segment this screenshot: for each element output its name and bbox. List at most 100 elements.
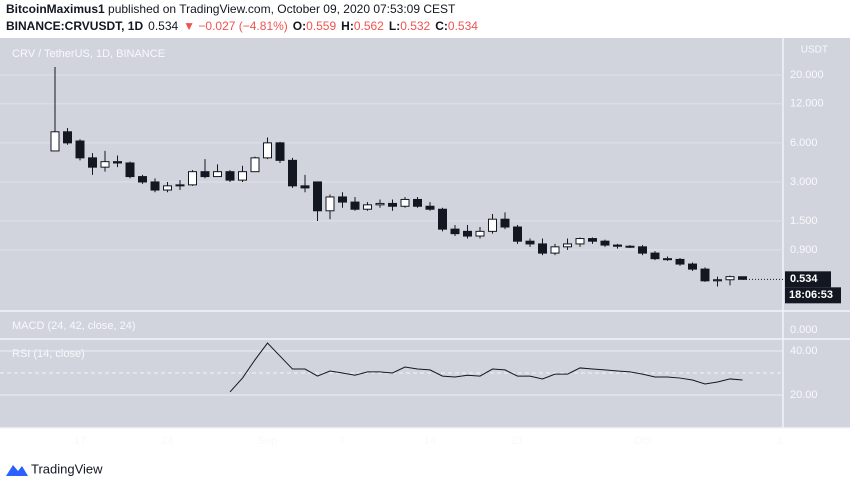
candle-body (150, 181, 160, 191)
candle-body (225, 171, 235, 181)
x-tick-label: 17 (74, 435, 86, 447)
x-tick-label: 14 (424, 435, 436, 447)
candle-body (125, 162, 135, 178)
candle-body (263, 142, 272, 159)
candle-body (738, 276, 747, 280)
candle-body (575, 238, 585, 245)
candle-body (113, 161, 122, 164)
ohlc-label: O: (293, 19, 306, 33)
candle-body (500, 218, 510, 228)
x-tick-label: 7 (339, 435, 345, 447)
candle-body (50, 131, 60, 152)
indicator-title: RSI (14, close) (12, 348, 85, 360)
candle-body (100, 161, 110, 168)
x-tick-label: 1 (777, 435, 783, 447)
candle-body (725, 276, 735, 281)
y-tick-label: 40.00 (790, 345, 818, 357)
author: BitcoinMaximus1 (6, 2, 105, 16)
candle-body (175, 184, 185, 187)
y-tick-label: 0.000 (790, 324, 818, 336)
candle-body (238, 171, 247, 181)
chart-background (0, 38, 850, 428)
x-tick-label: Oct (634, 435, 651, 447)
candle-body (525, 240, 535, 245)
candle-body (250, 157, 260, 173)
candle-body (550, 246, 560, 254)
header-line: BitcoinMaximus1 published on TradingView… (6, 2, 456, 16)
ohlc-label: L: (389, 19, 400, 33)
last-price-label: 0.534 (790, 273, 818, 285)
y-tick-label: 0.900 (790, 244, 818, 256)
candle-body (638, 246, 647, 254)
candle-body (563, 243, 572, 248)
candle-body (613, 244, 622, 247)
candle-body (538, 243, 547, 254)
candle-body (413, 198, 422, 207)
candle-body (400, 198, 410, 207)
published: published on TradingView.com, October 09… (105, 2, 456, 16)
candle-body (438, 208, 447, 230)
candle-body (213, 171, 222, 178)
rsi-line (229, 342, 743, 393)
brand: TradingView (31, 461, 103, 476)
candle-body (488, 218, 497, 232)
candle-body (288, 159, 297, 187)
ohlc-value: 0.562 (354, 19, 384, 33)
candle-body (388, 202, 397, 207)
indicator-title: MACD (24, 42, close, 24) (12, 320, 136, 332)
candle-body (713, 279, 722, 282)
candle-body (300, 185, 310, 189)
y-tick-label: 3.000 (790, 176, 818, 188)
change: ▼ −0.027 (−4.81%) (183, 19, 288, 33)
candle-body (138, 176, 147, 183)
candle-body (350, 201, 360, 210)
candle-body (700, 268, 710, 282)
candle-body (650, 252, 660, 260)
ohlc-value: 0.534 (448, 19, 478, 33)
x-tick-label: 21 (511, 435, 523, 447)
candle-body (450, 228, 460, 235)
candle-body (375, 202, 385, 206)
countdown: 18:06:53 (789, 289, 833, 301)
y-tick-label: 20.000 (790, 69, 824, 81)
ohlc-label: H: (341, 19, 354, 33)
candle-body (275, 142, 285, 161)
ohlc-label: C: (435, 19, 448, 33)
candle-body (675, 258, 685, 265)
brand-logo (6, 465, 28, 476)
candle-body (200, 171, 210, 178)
y-tick-label: 20.00 (790, 389, 818, 401)
candle-body (475, 230, 485, 237)
header-line: BINANCE:CRVUSDT, 1D 0.534 ▼ −0.027 (−4.81%… (6, 19, 478, 33)
last-price-box (785, 271, 831, 288)
y-tick-label: 12.000 (790, 98, 824, 110)
candle-body (188, 171, 197, 186)
candle-body (513, 226, 522, 242)
candle-body (338, 196, 347, 203)
axis-unit: USDT (801, 45, 828, 56)
candle-body (63, 131, 72, 144)
candle-body (425, 205, 435, 210)
candle-body (313, 181, 322, 212)
candle-body (600, 240, 610, 246)
countdown-box (785, 287, 841, 304)
price: 0.534 (148, 19, 178, 33)
ohlc-value: 0.559 (306, 19, 336, 33)
candle-body (88, 157, 97, 168)
chart-title: CRV / TetherUS, 1D, BINANCE (12, 48, 165, 60)
candle-body (163, 185, 172, 191)
candle-body (625, 245, 635, 248)
symbol: BINANCE:CRVUSDT, 1D (6, 19, 143, 33)
x-tick-label: Sep (258, 435, 278, 447)
y-tick-label: 1.500 (790, 215, 818, 227)
x-tick-label: 24 (161, 435, 173, 447)
candle-body (363, 204, 372, 210)
candle-body (325, 196, 335, 212)
candle-body (463, 230, 472, 237)
candle-body (688, 263, 697, 270)
candle-body (663, 258, 672, 261)
ohlc-value: 0.532 (400, 19, 430, 33)
candle-body (588, 238, 597, 242)
candle-body (75, 140, 85, 159)
